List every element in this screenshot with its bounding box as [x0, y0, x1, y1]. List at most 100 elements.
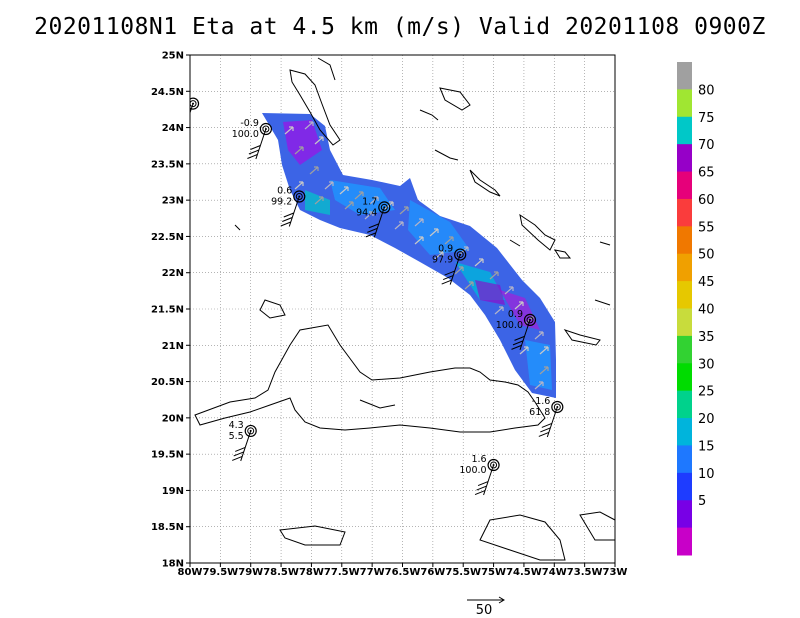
colorbar-segment: [677, 363, 692, 392]
station: 0.997.9: [432, 244, 467, 285]
lat-tick-label: 24N: [162, 123, 184, 134]
wind-arrow: [369, 196, 379, 205]
station-bottom-value: 5.5: [229, 431, 244, 442]
wind-barb-flag: [540, 427, 551, 433]
wind-arrow-head: [344, 186, 349, 191]
lon-tick-label: 79W: [238, 567, 263, 578]
wind-arrow-head: [544, 366, 549, 371]
wind-barb-flag: [247, 154, 258, 159]
wind-arrow-head: [544, 346, 549, 351]
lon-tick-label: 77W: [360, 567, 385, 578]
wind-arrow: [294, 146, 304, 155]
lat-tick-label: 20.5N: [151, 377, 184, 388]
wind-barb: [483, 464, 495, 496]
wind-arrow-head: [314, 166, 319, 171]
reference-vector: 50: [467, 596, 505, 618]
wind-barb-flag: [476, 485, 487, 491]
lat-tick-label: 18.5N: [151, 522, 184, 533]
wind-barb-flag: [250, 145, 261, 150]
wind-arrow-head: [319, 136, 324, 141]
wind-arrow: [324, 181, 334, 190]
lat-tick-label: 19.5N: [151, 450, 184, 461]
colorbar-label: 25: [698, 385, 715, 400]
wind-barb: [240, 430, 252, 462]
wind-arrow: [474, 258, 484, 267]
wind-arrow-head: [494, 271, 499, 276]
wind-arrow-head: [299, 181, 304, 186]
colorbar-label: 75: [698, 111, 715, 126]
lat-tick-label: 20N: [162, 413, 184, 424]
station-bottom-value: 61.8: [529, 407, 550, 418]
colorbar-label: 40: [698, 303, 715, 318]
lon-tick-label: 76.5W: [385, 567, 421, 578]
lon-tick-label: 78W: [299, 567, 324, 578]
station-bottom-value: 100.0: [496, 320, 523, 331]
lat-tick-label: 24.5N: [151, 87, 184, 98]
wind-barb-flag: [514, 335, 525, 341]
lat-tick-label: 23.5N: [151, 159, 184, 170]
station-top-value: 1.6: [471, 454, 486, 465]
wind-arrow-head: [349, 201, 354, 206]
wind-barb: [546, 406, 558, 438]
station-inner-circle: [456, 251, 464, 259]
lat-tick-label: 23N: [162, 196, 184, 207]
station: 1.794.4: [356, 196, 391, 238]
coastlines: [194, 57, 615, 561]
wind-arrow-head: [369, 211, 374, 216]
station-top-value: 0.9: [438, 244, 453, 255]
colorbar-label: 50: [698, 248, 715, 263]
station-top-value: 4.3: [229, 420, 244, 431]
wind-barb-flag: [368, 223, 379, 229]
wind-arrow-head: [519, 301, 524, 306]
colorbar-label: 35: [698, 330, 715, 345]
wind-arrow: [534, 381, 544, 390]
colorbar-segment: [677, 527, 692, 556]
wind-arrow-head: [359, 191, 364, 196]
colorbar-segment: [677, 89, 692, 118]
wind-barb-flag: [474, 490, 486, 495]
wind-arrow-head: [464, 246, 469, 251]
station-circle: [487, 458, 500, 472]
wind-barb-flag: [538, 432, 550, 437]
wind-arrow-head: [389, 201, 394, 206]
wind-barb: [255, 128, 267, 160]
wind-arrow-head: [509, 286, 514, 291]
station-top-value: 1.7: [362, 196, 377, 207]
station-circle: [259, 122, 272, 136]
station-circle: [190, 97, 200, 110]
wind-arrow: [504, 286, 514, 295]
colorbar-segment: [677, 472, 692, 501]
wind-arrow-head: [539, 381, 544, 386]
station-inner-circle: [262, 125, 270, 133]
wind-arrow-head: [499, 306, 504, 311]
wind-arrow: [429, 228, 439, 237]
wind-arrow: [539, 366, 549, 375]
wind-barb-flag: [477, 481, 489, 486]
station-bottom-value: 97.9: [432, 255, 453, 266]
wind-arrow-head: [374, 196, 379, 201]
colorbar-label: 5: [698, 494, 706, 509]
wind-arrow: [414, 236, 424, 245]
wind-arrow: [399, 206, 409, 215]
wind-barb-flag: [235, 446, 246, 452]
lat-tick-label: 21N: [162, 341, 184, 352]
wind-arrow: [304, 121, 314, 130]
wind-arrow-head: [329, 181, 334, 186]
colorbar-segment: [677, 281, 692, 309]
map-title: 20201108N1 Eta at 4.5 km (m/s) Valid 202…: [34, 14, 766, 40]
lat-tick-label: 21.5N: [151, 305, 184, 316]
colorbar-segment: [677, 116, 692, 145]
wind-swath: [262, 113, 556, 398]
colorbar-segment: [677, 171, 692, 200]
colorbar-segment: [677, 308, 692, 337]
wind-barb-flag: [541, 423, 553, 428]
lat-tick-label: 25N: [162, 51, 184, 62]
colorbar-label: 10: [698, 467, 715, 482]
reference-vector-label: 50: [476, 603, 493, 618]
wind-barb-flag: [511, 344, 522, 350]
wind-barb: [449, 254, 461, 285]
lon-tick-label: 79.5W: [203, 567, 239, 578]
wind-barb-flag: [282, 217, 293, 222]
wind-arrow-head: [469, 281, 474, 286]
station-top-value: 0.6: [277, 186, 292, 197]
